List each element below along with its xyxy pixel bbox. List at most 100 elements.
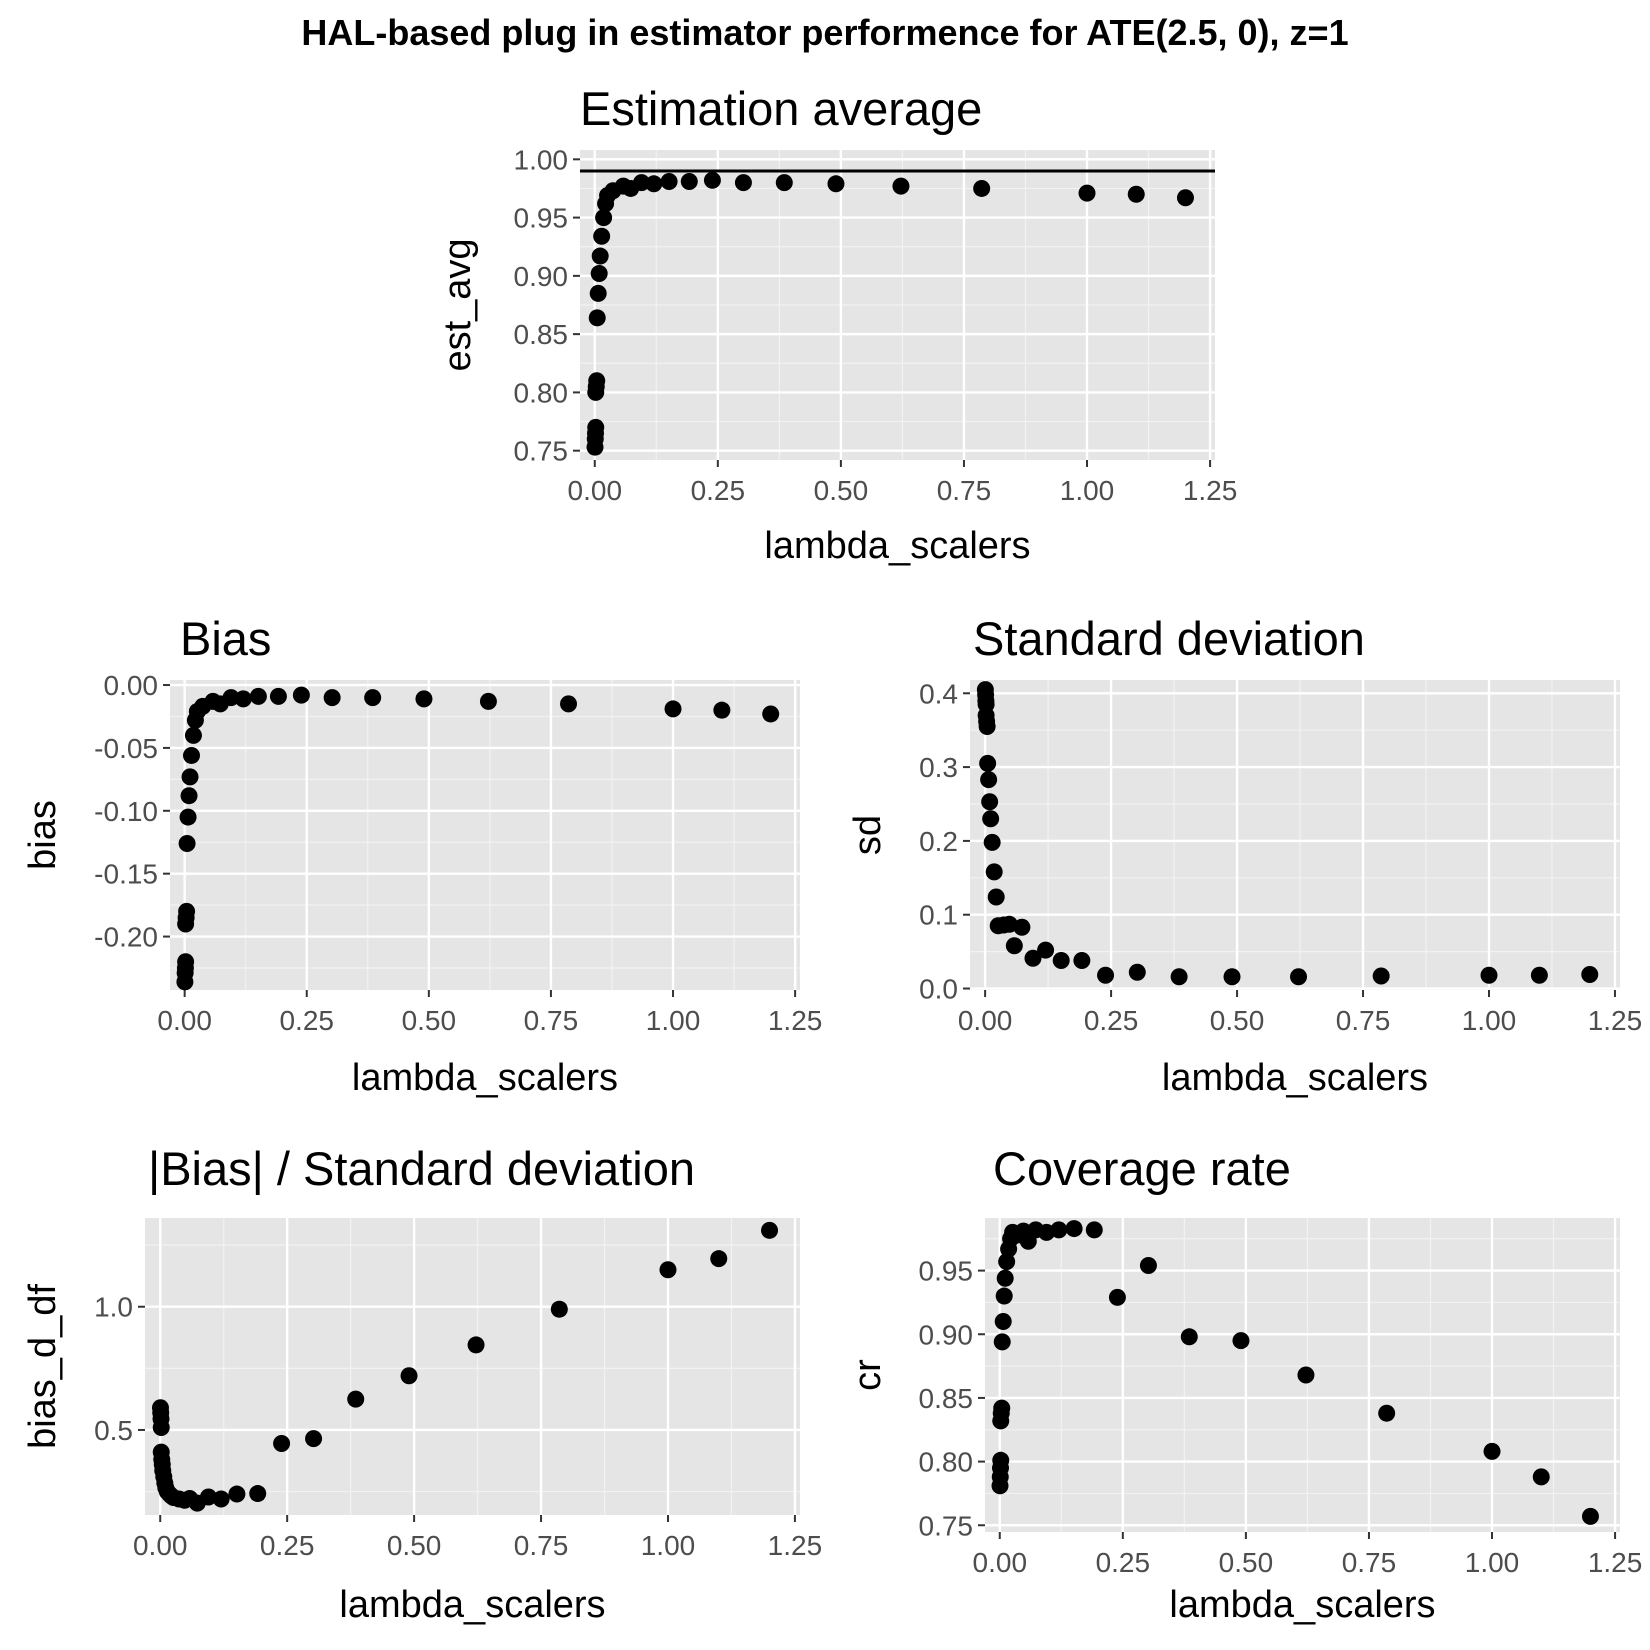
x-tick-label: 0.75 (937, 475, 992, 506)
data-point (589, 284, 607, 302)
panel-estimation-average: 0.00 0.25 0.50 0.75 1.00 1.25 0.75 0.80 0.85 0.90… (437, 82, 1237, 567)
data-point (981, 793, 999, 811)
x-tick-label: 1.25 (1588, 1005, 1643, 1036)
y-tick-label: -0.20 (94, 922, 158, 953)
y-tick-label: 1.0 (94, 1292, 133, 1323)
data-point (593, 227, 611, 245)
data-point (980, 771, 998, 789)
data-point (1180, 1328, 1198, 1346)
data-point (978, 718, 996, 735)
panel-background (970, 680, 1620, 990)
x-tick-label: 0.25 (691, 475, 746, 506)
x-tick-label: 0.50 (1210, 1005, 1265, 1036)
data-point (1581, 1507, 1599, 1525)
y-tick-label: 0.85 (919, 1383, 974, 1414)
data-point (591, 247, 609, 265)
data-point (590, 265, 608, 283)
data-point (179, 808, 197, 826)
data-point (177, 953, 195, 971)
data-point (633, 174, 651, 192)
data-point (273, 1435, 291, 1453)
y-tick-label: 0.80 (919, 1447, 974, 1478)
data-point (995, 1287, 1013, 1305)
y-axis-label: cr (847, 1359, 889, 1391)
data-point (178, 902, 196, 920)
data-point (292, 686, 310, 704)
data-point (1483, 1442, 1501, 1460)
x-tick-label: 1.00 (1060, 475, 1115, 506)
x-tick-label: 0.00 (958, 1005, 1013, 1036)
data-point (703, 171, 721, 189)
data-point (1037, 941, 1055, 959)
data-point (1232, 1332, 1250, 1350)
x-tick-label: 0.75 (514, 1530, 569, 1561)
data-point (415, 690, 433, 708)
panel-coverage-rate: 0.00 0.25 0.50 0.75 1.00 1.25 0.75 0.80 0.85 0.90… (847, 1142, 1642, 1626)
data-point (762, 705, 780, 723)
data-point (993, 1399, 1011, 1417)
x-tick-label: 0.50 (387, 1530, 442, 1561)
data-point (998, 1253, 1016, 1271)
data-point (827, 175, 845, 193)
data-point (1052, 951, 1070, 969)
figure-title: HAL-based plug in estimator performence … (301, 12, 1349, 53)
data-point (660, 172, 678, 190)
data-point (985, 863, 1003, 881)
y-axis-label: bias (22, 800, 64, 870)
data-point (1170, 968, 1188, 986)
data-point (659, 1261, 677, 1279)
data-point (1139, 1256, 1157, 1274)
data-point (1581, 966, 1599, 983)
data-point (1005, 937, 1023, 955)
data-point (1128, 963, 1146, 981)
x-tick-label: 0.75 (1336, 1005, 1391, 1036)
y-tick-label: 0.95 (514, 203, 569, 234)
data-point (323, 689, 341, 707)
x-tick-label: 0.75 (524, 1005, 579, 1036)
data-point (364, 689, 382, 707)
data-point (1073, 951, 1091, 969)
y-axis-label: bias_d_df (22, 1284, 64, 1449)
data-point (761, 1221, 779, 1239)
data-point (1378, 1404, 1396, 1422)
panel-title: Coverage rate (993, 1142, 1291, 1195)
data-point (713, 701, 731, 719)
data-point (993, 1333, 1011, 1351)
data-point (182, 746, 200, 764)
data-point (734, 174, 752, 192)
data-point (1127, 185, 1145, 203)
data-point (1097, 966, 1115, 984)
panel-title: |Bias| / Standard deviation (148, 1142, 695, 1195)
data-point (269, 687, 287, 705)
panel-bias-over-sd: 0.00 0.25 0.50 0.75 1.00 1.25 0.5 1.0 |Bias| / S… (22, 1142, 822, 1626)
data-point (1050, 1221, 1068, 1239)
panel-title: Standard deviation (973, 612, 1365, 665)
x-axis-label: lambda_scalers (339, 1584, 605, 1626)
y-tick-label: 0.95 (919, 1256, 974, 1287)
y-axis-label: est_avg (437, 238, 479, 371)
x-tick-label: 0.50 (814, 475, 869, 506)
panel-background (170, 680, 800, 990)
data-point (1532, 1468, 1550, 1486)
data-point (587, 418, 605, 436)
x-tick-label: 0.25 (1084, 1005, 1139, 1036)
data-point (775, 174, 793, 192)
y-tick-label: 0.85 (514, 319, 569, 350)
data-point (996, 1269, 1014, 1287)
x-axis-label: lambda_scalers (1169, 1584, 1435, 1626)
data-point (228, 1485, 246, 1503)
x-tick-label: 1.00 (1465, 1547, 1520, 1578)
data-point (560, 695, 578, 713)
panel-title: Estimation average (580, 82, 982, 135)
data-point (992, 1451, 1010, 1469)
data-point (983, 833, 1001, 851)
data-point (347, 1390, 365, 1408)
data-point (305, 1430, 323, 1448)
data-point (588, 372, 606, 390)
y-tick-label: 0.1 (919, 900, 958, 931)
x-axis-label: lambda_scalers (352, 1057, 618, 1099)
data-point (181, 768, 199, 786)
x-tick-label: 1.25 (768, 1530, 823, 1561)
y-tick-label: 1.00 (514, 144, 569, 175)
